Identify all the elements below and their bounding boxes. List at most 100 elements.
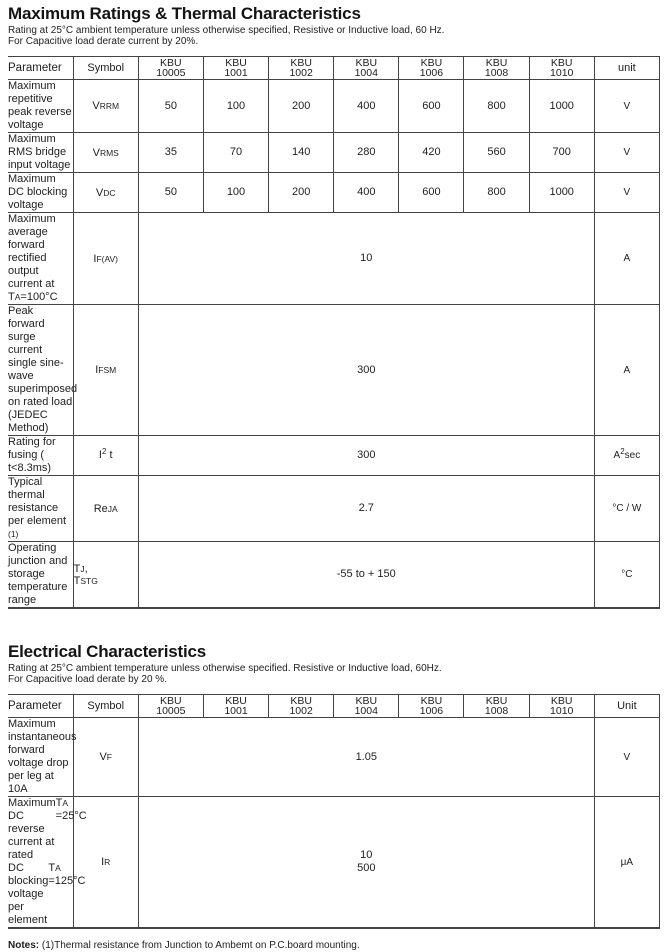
model-header: KBU 1010 <box>528 56 595 80</box>
unit-cell: A <box>593 304 661 436</box>
model-header: KBU 1004 <box>333 694 399 718</box>
model-header: KBU 1010 <box>528 694 595 718</box>
parameter-cell: Maximum repetitive peak reverse voltage <box>8 79 74 133</box>
unit-cell: °C <box>593 541 661 609</box>
symbol-cell: ReJA <box>72 475 139 542</box>
unit-cell: °C / W <box>593 475 661 542</box>
section-subtitle: Rating at 25°C ambient temperature unles… <box>8 663 660 685</box>
model-header: KBU 1008 <box>463 56 530 80</box>
unit-cell: A2sec <box>593 435 661 476</box>
parameter-cell: Maximum RMS bridge input voltage <box>8 132 74 173</box>
value-cell: 200 <box>268 79 334 133</box>
subtitle-line: Rating at 25°C ambient temperature unles… <box>8 25 445 36</box>
symbol-cell: VRMS <box>72 132 139 173</box>
symbol-header: Symbol <box>72 694 139 718</box>
value-cell: 50 <box>137 79 204 133</box>
value-cell: 420 <box>398 132 464 173</box>
parameter-cell: Maximum average forward rectified output … <box>8 212 74 305</box>
value-cell: 700 <box>528 132 595 173</box>
model-header: KBU 1004 <box>333 56 399 80</box>
parameter-cell: Peak forward surge current single sine-w… <box>8 304 78 436</box>
symbol-header: Symbol <box>72 56 139 80</box>
value-cell: 800 <box>463 79 530 133</box>
symbol-cell: I2 t <box>72 435 139 476</box>
symbol-cell: VDC <box>72 172 139 213</box>
datasheet-section: Electrical Characteristics Rating at 25°… <box>8 642 661 929</box>
unit-cell: V <box>593 79 661 133</box>
value-cell: 400 <box>333 172 399 213</box>
table-row: Maximum RMS bridge input voltage VRMS 35 70… <box>8 132 661 173</box>
parameter-cell: Maximum DC reverse current at rated TA =2… <box>8 796 87 929</box>
characteristics-table: Parameter Symbol KBU 10005 KBU 1001 KBU 1002 KBU… <box>8 56 661 609</box>
value-cell: 1000 <box>528 172 595 213</box>
characteristics-table: Parameter Symbol KBU 10005 KBU 1001 KBU 1002 KBU… <box>8 694 661 929</box>
table-row: Maximum DC reverse current at rated TA =2… <box>8 796 661 929</box>
parameter-cell: Operating junction and storage temperatu… <box>8 541 74 609</box>
parameter-cell: Typical thermal resistance per element (… <box>8 475 74 542</box>
table-header-row: Parameter Symbol KBU 10005 KBU 1001 KBU 1002 KBU… <box>8 56 661 80</box>
symbol-cell: IFSM <box>72 304 139 436</box>
parameter-cell: Maximum instantaneous forward voltage dr… <box>8 717 77 797</box>
unit-cell: A <box>593 212 661 305</box>
parameter-cell: Maximum DC blocking voltage <box>8 172 74 213</box>
model-header: KBU 10005 <box>137 694 204 718</box>
value-cell: 800 <box>463 172 530 213</box>
value-cell: 140 <box>268 132 334 173</box>
table-row: Maximum repetitive peak reverse voltage V… <box>8 79 661 133</box>
model-header: KBU 1006 <box>398 56 464 80</box>
model-header: KBU 10005 <box>137 56 204 80</box>
symbol-cell: IF(AV) <box>72 212 139 305</box>
notes-label: Notes: <box>8 940 40 951</box>
sections-container: Maximum Ratings & Thermal Characteristic… <box>8 4 661 929</box>
parameter-header: Parameter <box>8 56 74 80</box>
table-row: Rating for fusing ( t<8.3ms) I2 t 300 A2sec <box>8 435 661 476</box>
span-value-cell: 2.7 <box>137 475 595 542</box>
symbol-cell: TJ, TSTG <box>72 541 139 609</box>
model-header: KBU 1002 <box>268 56 334 80</box>
unit-cell: V <box>593 132 661 173</box>
value-cell: 280 <box>333 132 399 173</box>
span-value-cell: 10 500 <box>137 796 595 929</box>
model-header: KBU 1001 <box>202 56 269 80</box>
model-header: KBU 1008 <box>463 694 530 718</box>
table-row: Operating junction and storage temperatu… <box>8 541 661 609</box>
notes: Notes: (1)Thermal resistance from Juncti… <box>8 940 660 952</box>
table-row: Maximum DC blocking voltage VDC 50 100 200 40… <box>8 172 661 213</box>
model-header: KBU 1006 <box>398 694 464 718</box>
section-subtitle: Rating at 25°C ambient temperature unles… <box>8 25 660 47</box>
section-title: Maximum Ratings & Thermal Characteristic… <box>8 4 361 23</box>
value-cell: 35 <box>137 132 204 173</box>
table-header-row: Parameter Symbol KBU 10005 KBU 1001 KBU 1002 KBU… <box>8 694 661 718</box>
notes-text: (1)Thermal resistance from Junction to A… <box>39 940 360 951</box>
span-value-cell: 300 <box>137 304 595 436</box>
span-value-cell: 300 <box>137 435 595 476</box>
value-cell: 600 <box>398 172 464 213</box>
value-cell: 70 <box>202 132 269 173</box>
symbol-cell: VF <box>72 717 139 797</box>
value-cell: 200 <box>268 172 334 213</box>
section-title: Electrical Characteristics <box>8 642 206 661</box>
unit-header: unit <box>593 56 661 80</box>
unit-cell: V <box>593 172 661 213</box>
parameter-header: Parameter <box>8 694 74 718</box>
value-cell: 560 <box>463 132 530 173</box>
datasheet-section: Maximum Ratings & Thermal Characteristic… <box>8 4 661 609</box>
subtitle-line: For Capacitive load derate current by 20… <box>8 36 199 47</box>
span-value-cell: 1.05 <box>137 717 595 797</box>
table-row: Peak forward surge current single sine-w… <box>8 304 661 436</box>
value-cell: 100 <box>202 172 269 213</box>
unit-cell: V <box>593 717 661 797</box>
parameter-cell: Rating for fusing ( t<8.3ms) <box>8 435 74 476</box>
table-row: Maximum instantaneous forward voltage dr… <box>8 717 661 797</box>
model-header: KBU 1001 <box>202 694 269 718</box>
table-row: Maximum average forward rectified output … <box>8 212 661 305</box>
value-cell: 400 <box>333 79 399 133</box>
subtitle-line: For Capacitive load derate by 20 %. <box>8 674 167 685</box>
table-row: Typical thermal resistance per element (… <box>8 475 661 542</box>
unit-header: Unit <box>593 694 661 718</box>
span-value-cell: 10 <box>137 212 595 305</box>
value-cell: 600 <box>398 79 464 133</box>
span-value-cell: -55 to + 150 <box>137 541 595 609</box>
subtitle-line: Rating at 25°C ambient temperature unles… <box>8 663 442 674</box>
